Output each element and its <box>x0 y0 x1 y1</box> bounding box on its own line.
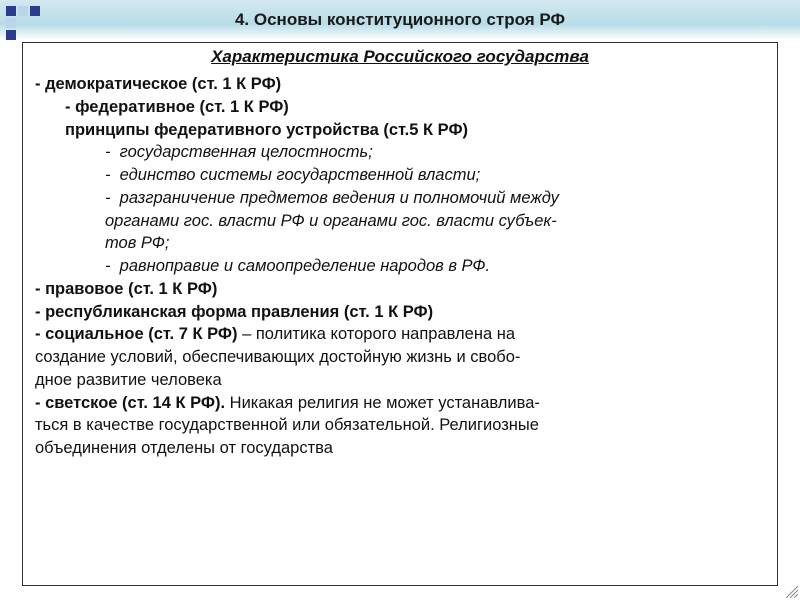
principle-delimitation-l2: органами гос. власти РФ и органами гос. … <box>105 210 765 233</box>
decorative-squares <box>6 6 40 40</box>
item-federative: - федеративное (ст. 1 К РФ) <box>65 96 765 119</box>
slide-title: 4. Основы конституционного строя РФ <box>0 0 800 30</box>
content-frame: Характеристика Российского государства -… <box>22 42 778 586</box>
item-democratic: - демократическое (ст. 1 К РФ) <box>35 73 765 96</box>
resize-corner-icon <box>784 584 798 598</box>
item-secular-tail: Никакая религия не может устанавлива- <box>225 394 540 412</box>
item-republican: - республиканская форма правления (ст. 1… <box>35 301 765 324</box>
principle-delimitation: - разграничение предметов ведения и полн… <box>105 187 765 210</box>
principle-integrity-text: государственная целостность; <box>120 143 373 161</box>
item-social-tail: – политика которого направлена на <box>237 325 515 343</box>
slide-header: 4. Основы конституционного строя РФ <box>0 0 800 40</box>
item-social: - социальное (ст. 7 К РФ) – политика кот… <box>35 323 765 346</box>
item-secular-bold: - светское (ст. 14 К РФ). <box>35 394 225 412</box>
item-principles-heading: принципы федеративного устройства (ст.5 … <box>65 119 765 142</box>
item-secular-l2: ться в качестве государственной или обяз… <box>35 414 765 437</box>
principle-unity: - единство системы государственной власт… <box>105 164 765 187</box>
item-social-l2: создание условий, обеспечивающих достойн… <box>35 346 765 369</box>
principle-equality-text: равноправие и самоопределение народов в … <box>120 257 490 275</box>
item-secular-l3: объединения отделены от государства <box>35 437 765 460</box>
item-social-bold: - социальное (ст. 7 К РФ) <box>35 325 237 343</box>
principle-equality: - равноправие и самоопределение народов … <box>105 255 765 278</box>
principle-integrity: - государственная целостность; <box>105 141 765 164</box>
content-subtitle: Характеристика Российского государства <box>35 47 765 67</box>
item-social-l3: дное развитие человека <box>35 369 765 392</box>
item-secular: - светское (ст. 14 К РФ). Никакая религи… <box>35 392 765 415</box>
principle-delimitation-l3: тов РФ; <box>105 232 765 255</box>
principle-unity-text: единство системы государственной власти; <box>120 166 481 184</box>
principle-delimitation-l1: разграничение предметов ведения и полном… <box>120 189 559 207</box>
item-legal: - правовое (ст. 1 К РФ) <box>35 278 765 301</box>
